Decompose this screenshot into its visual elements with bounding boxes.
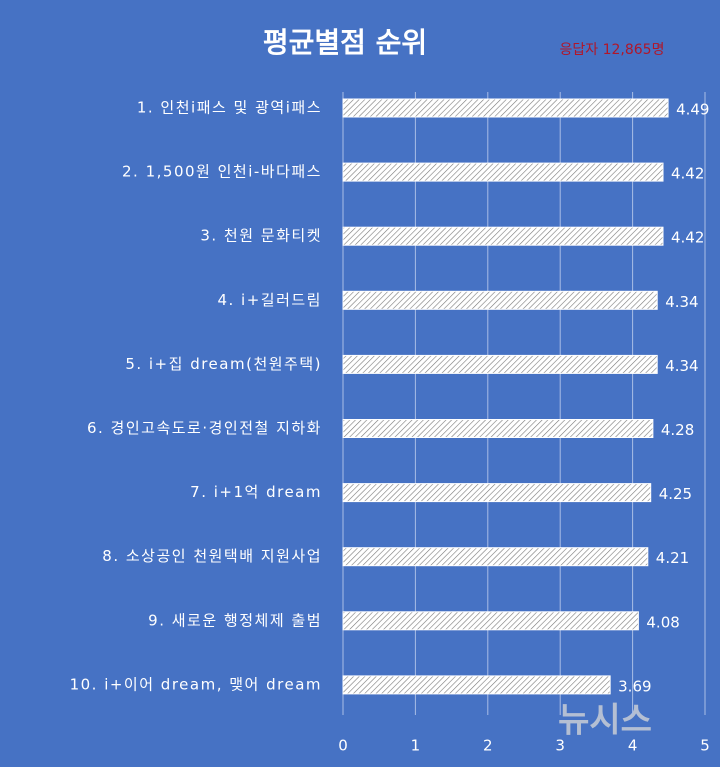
- bar: [342, 547, 649, 567]
- x-tick-label: 4: [628, 737, 638, 755]
- y-tick-label: 9. 새로운 행정체제 출범: [148, 611, 322, 629]
- value-label: 4.28: [661, 421, 694, 439]
- x-tick-label: 3: [555, 737, 565, 755]
- y-tick-label: 1. 인천i패스 및 광역i패스: [137, 99, 322, 117]
- value-label: 4.49: [676, 101, 709, 119]
- bar: [342, 611, 639, 631]
- y-tick-label: 8. 소상공인 천원택배 지원사업: [102, 547, 322, 565]
- bar: [342, 226, 664, 246]
- x-tick-label: 2: [483, 737, 493, 755]
- bar: [342, 354, 658, 374]
- x-tick-label: 1: [411, 737, 421, 755]
- value-label: 4.42: [671, 229, 704, 247]
- value-label: 3.69: [618, 677, 651, 695]
- bar: [342, 483, 652, 503]
- value-label: 4.42: [671, 165, 704, 183]
- y-tick-label: 7. i+1억 dream: [190, 483, 322, 501]
- bar: [342, 290, 658, 310]
- chart-subtitle: 응답자 12,865명: [560, 42, 665, 58]
- watermark: 뉴시스: [558, 701, 652, 741]
- x-tick-label: 5: [700, 737, 710, 755]
- chart-title: 평균별점 순위: [263, 26, 427, 59]
- y-tick-label: 10. i+이어 dream, 맺어 dream: [70, 675, 322, 693]
- value-label: 4.08: [646, 613, 679, 631]
- bar: [342, 419, 654, 438]
- bar: [342, 162, 664, 182]
- y-tick-label: 2. 1,500원 인천i-바다패스: [122, 163, 322, 181]
- value-label: 4.34: [665, 293, 698, 311]
- value-label: 4.34: [665, 357, 698, 375]
- y-tick-label: 3. 천원 문화티켓: [200, 227, 322, 245]
- x-tick-label: 0: [338, 737, 348, 755]
- y-tick-label: 5. i+집 dream(천원주택): [125, 355, 322, 373]
- value-label: 4.25: [659, 485, 692, 503]
- y-tick-label: 4. i+길러드림: [217, 291, 322, 309]
- bar: [342, 98, 669, 118]
- value-label: 4.21: [656, 549, 689, 567]
- y-tick-label: 6. 경인고속도로·경인전철 지하화: [87, 419, 322, 437]
- bar: [342, 675, 611, 695]
